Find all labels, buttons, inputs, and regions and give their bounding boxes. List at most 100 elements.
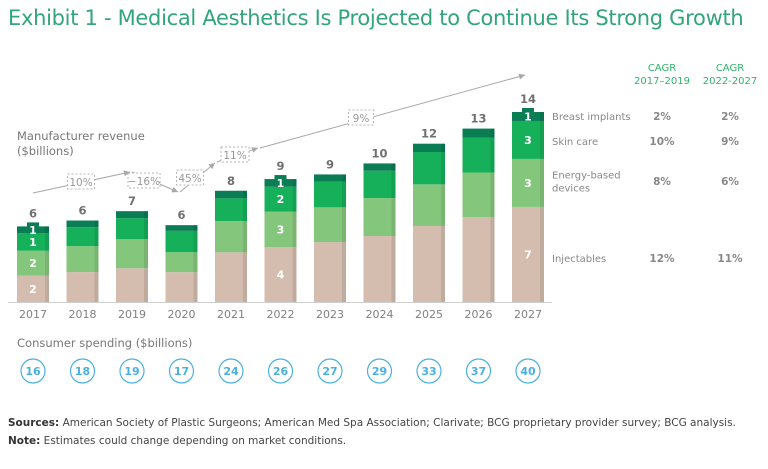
growth-label-box xyxy=(67,173,95,190)
x-tick-label: 2027 xyxy=(514,308,542,321)
sources-label: Sources: xyxy=(8,417,60,429)
legend-label: Skin care xyxy=(552,137,598,148)
growth-arrow-line xyxy=(259,74,526,149)
consumer-spending-value: 33 xyxy=(421,365,436,378)
bar-segment-shade xyxy=(391,198,396,237)
bar-segment-shade xyxy=(441,151,445,185)
bar-segment-shade xyxy=(441,184,445,226)
bar-segment-shade xyxy=(292,179,297,187)
bar-total-label: 13 xyxy=(470,112,486,126)
consumer-spending-label: Consumer spending ($billions) xyxy=(17,336,192,350)
x-tick-label: 2021 xyxy=(217,308,245,321)
consumer-spending-circle xyxy=(416,358,442,384)
consumer-spending-value: 37 xyxy=(471,365,486,378)
bar-segment-shade xyxy=(94,220,99,228)
growth-label-box xyxy=(176,169,204,186)
consumer-spending-circle xyxy=(69,358,96,384)
bar-segment-skin-care xyxy=(215,198,247,222)
growth-label: 11% xyxy=(223,150,246,162)
bar-segment-energy-based-devices xyxy=(512,158,544,207)
bar-segment-shade xyxy=(45,233,49,251)
bar-segment-shade xyxy=(94,227,99,247)
bar-segment-shade xyxy=(144,218,148,240)
consumer-spending-value: 19 xyxy=(124,365,139,378)
bar-segment-energy-based-devices xyxy=(17,250,49,276)
bar-total-label: 10 xyxy=(371,146,387,160)
note-label: Note: xyxy=(8,435,41,447)
x-tick-label: 2022 xyxy=(267,308,295,321)
bar-segment-breast-implants xyxy=(363,163,396,171)
bar-segment-injectables xyxy=(363,236,396,302)
growth-label-box xyxy=(127,172,161,189)
bar-segment-skin-care xyxy=(363,170,396,199)
bar-segment-energy-based-devices xyxy=(215,221,247,253)
x-tick-label: 2020 xyxy=(168,308,196,321)
bar-segment-energy-based-devices xyxy=(165,252,198,273)
bar-total-label: 14 xyxy=(520,92,536,106)
bar-segment-shade xyxy=(342,174,346,182)
stacked-bar-chart: 2211620171662018187201919620201782021244… xyxy=(8,63,757,384)
bar-label-tab xyxy=(27,222,39,234)
bar-segment-injectables xyxy=(314,242,346,302)
cagr-value: 2% xyxy=(721,111,739,123)
bar-label-tab xyxy=(522,108,534,121)
chart-title: Exhibit 1 - Medical Aesthetics Is Projec… xyxy=(8,6,744,30)
bar-segment-shade xyxy=(342,207,346,243)
bar-total-label: 6 xyxy=(78,204,86,218)
bar-segment-shade xyxy=(540,158,544,207)
bar-segment-energy-based-devices xyxy=(264,211,297,248)
bar-segment-shade xyxy=(94,272,99,302)
x-tick-label: 2017 xyxy=(19,308,47,321)
bar-segment-shade xyxy=(45,226,49,234)
bar-segment-shade xyxy=(243,252,247,302)
bar-segment-shade xyxy=(292,247,297,302)
consumer-spending-value: 29 xyxy=(372,365,387,378)
consumer-spending-circle xyxy=(168,358,195,384)
bar-segment-label: 2 xyxy=(29,257,37,270)
growth-label: 45% xyxy=(178,173,201,185)
bar-segment-shade xyxy=(243,198,247,222)
bar-segment-skin-care xyxy=(116,218,148,240)
y-axis-label: ($billions) xyxy=(17,144,74,158)
bar-segment-label: 3 xyxy=(524,177,532,190)
cagr-value: 9% xyxy=(721,136,739,148)
legend-label: devices xyxy=(552,184,590,195)
bar-segment-label: 3 xyxy=(524,134,532,147)
cagr-value: 8% xyxy=(653,176,671,188)
bar-segment-shade xyxy=(391,236,396,302)
bar-segment-skin-care xyxy=(66,227,99,247)
bar-segment-injectables xyxy=(17,275,49,302)
bar-segment-skin-care xyxy=(264,186,297,212)
bar-segment-energy-based-devices xyxy=(363,198,396,237)
bar-segment-injectables xyxy=(215,252,247,302)
consumer-spending-value: 17 xyxy=(174,365,189,378)
bar-segment-label: 2 xyxy=(29,283,37,296)
bar-segment-skin-care xyxy=(17,233,49,251)
bar-segment-shade xyxy=(243,190,247,199)
bar-segment-label: 7 xyxy=(524,248,532,261)
consumer-spending-value: 26 xyxy=(273,365,289,378)
bar-segment-label: 1 xyxy=(524,110,532,123)
bar-segment-shade xyxy=(292,211,297,248)
bar-segment-skin-care xyxy=(413,151,445,185)
arrowhead-icon xyxy=(208,163,215,170)
cagr-column-header: 2017–2019 xyxy=(634,76,690,87)
bar-segment-shade xyxy=(193,272,198,302)
arrowhead-icon xyxy=(251,147,258,153)
bar-segment-shade xyxy=(45,275,49,302)
consumer-spending-circle xyxy=(267,358,294,384)
growth-label-box xyxy=(220,146,250,163)
bar-segment-shade xyxy=(540,112,544,121)
consumer-spending-circle xyxy=(515,358,541,384)
bar-segment-skin-care xyxy=(462,137,495,173)
bar-segment-injectables xyxy=(66,272,99,302)
consumer-spending-circle xyxy=(366,358,393,384)
x-tick-label: 2026 xyxy=(465,308,493,321)
x-tick-label: 2025 xyxy=(415,308,443,321)
cagr-column-header: CAGR xyxy=(716,63,744,74)
growth-label: 9% xyxy=(353,113,370,125)
cagr-value: 10% xyxy=(649,136,675,148)
growth-label-box xyxy=(348,109,374,126)
consumer-spending-value: 24 xyxy=(223,365,239,378)
arrowhead-icon xyxy=(171,186,178,193)
